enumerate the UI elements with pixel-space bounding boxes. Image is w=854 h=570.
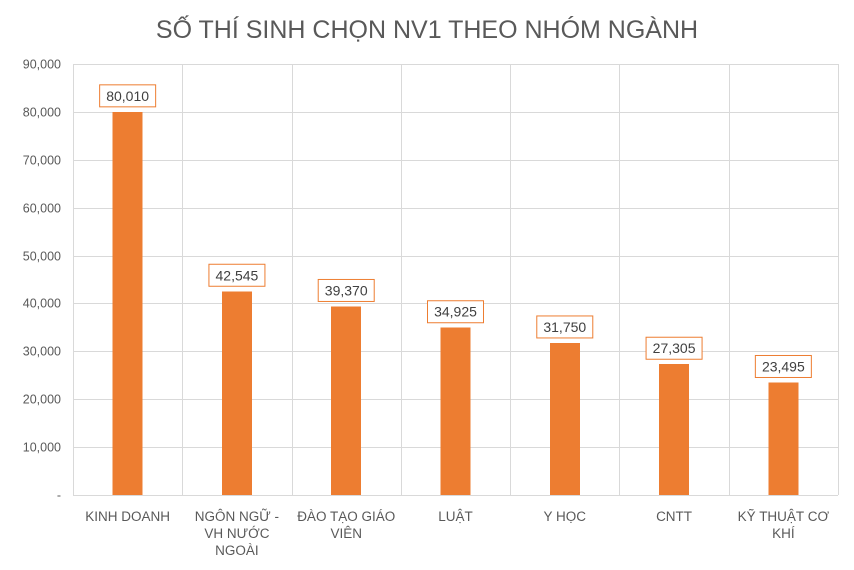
x-tick-label-line: CNTT: [656, 509, 692, 524]
bar: [440, 327, 471, 495]
x-tick-label: Y HỌC: [544, 509, 587, 524]
data-label-box: [427, 300, 484, 324]
data-label: 34,925: [427, 300, 484, 324]
y-tick-label: 90,000: [23, 58, 61, 72]
data-label-box: [317, 278, 375, 302]
x-tick-label: KỸ THUẬT CƠ KHÍ: [738, 509, 830, 541]
x-tick-label-line: NGOÀI: [215, 543, 259, 558]
x-tick-label-line: KHÍ: [772, 526, 795, 541]
y-tick-label: 30,000: [23, 345, 61, 359]
x-tick-label-line: NGÔN NGỮ -: [195, 509, 279, 524]
data-label-box: [645, 336, 703, 360]
bar: [112, 111, 143, 495]
x-tick-label: KINH DOANH: [85, 509, 170, 524]
data-label-box: [536, 315, 594, 339]
data-label-text: 27,305: [653, 340, 696, 356]
x-tick-label: LUẬT: [438, 509, 473, 524]
y-tick-label: 50,000: [23, 250, 61, 264]
y-axis-tick-labels: - 10,000 20,000 30,000 40,000 50,000 60,000 70,…: [23, 58, 61, 503]
data-label-text: 39,370: [325, 282, 368, 298]
y-tick-label: 10,000: [23, 441, 61, 455]
data-label-box: [208, 263, 266, 287]
data-label-box: [754, 354, 812, 378]
x-tick-label: ĐÀO TẠO GIÁO VIÊN: [297, 509, 395, 541]
x-tick-label-line: ĐÀO TẠO GIÁO: [297, 509, 395, 524]
data-label-text: 42,545: [216, 267, 259, 283]
data-label: 27,305: [645, 336, 703, 360]
data-label-text: 80,010: [106, 88, 149, 104]
x-tick-label-line: KỸ THUẬT CƠ: [738, 509, 830, 524]
data-labels: 80,010 42,545 39,370 34,925 31,750 27,305 23,4…: [99, 84, 812, 378]
data-label-text: 34,925: [434, 304, 477, 320]
x-tick-label-line: KINH DOANH: [85, 509, 170, 524]
bar: [659, 364, 690, 495]
x-tick-label-line: Y HỌC: [544, 509, 587, 524]
y-tick-label: 60,000: [23, 202, 61, 216]
data-label-text: 23,495: [762, 358, 805, 374]
bar: [549, 342, 580, 495]
chart-title: SỐ THÍ SINH CHỌN NV1 THEO NHÓM NGÀNH: [156, 14, 698, 44]
bar: [768, 382, 799, 495]
data-label: 39,370: [317, 278, 375, 302]
bar: [331, 306, 362, 495]
y-tick-label: 70,000: [23, 154, 61, 168]
x-tick-label: NGÔN NGỮ - VH NƯỚC NGOÀI: [195, 509, 279, 558]
data-label: 31,750: [536, 315, 594, 339]
y-tick-label: 80,000: [23, 106, 61, 120]
bar: [221, 291, 252, 495]
bars: [112, 111, 799, 495]
data-label: 80,010: [99, 84, 157, 108]
x-tick-label-line: LUẬT: [438, 509, 473, 524]
x-axis-tick-labels: KINH DOANH NGÔN NGỮ - VH NƯỚC NGOÀI ĐÀO TẠO …: [85, 509, 829, 558]
x-tick-label-line: VIÊN: [330, 526, 362, 541]
data-label: 42,545: [208, 263, 266, 287]
data-label-text: 31,750: [543, 319, 586, 335]
data-label: 23,495: [754, 354, 812, 378]
x-tick-label-line: VH NƯỚC: [204, 526, 269, 541]
y-tick-label: 20,000: [23, 393, 61, 407]
x-tick-label: CNTT: [656, 509, 692, 524]
y-tick-label: 40,000: [23, 297, 61, 311]
data-label-box: [99, 84, 157, 108]
y-tick-label: -: [57, 489, 61, 503]
